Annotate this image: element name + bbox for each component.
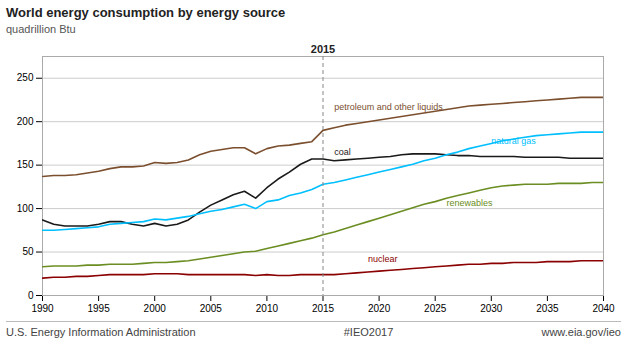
svg-text:200: 200 <box>17 116 34 127</box>
html-text:#IEO2017: #IEO2017 <box>343 326 394 338</box>
svg-text:2000: 2000 <box>144 303 167 314</box>
html-text:www.eia.gov/ieo: www.eia.gov/ieo <box>541 326 621 338</box>
svg-text:100: 100 <box>17 203 34 214</box>
svg-text:2005: 2005 <box>200 303 223 314</box>
svg-text:2040: 2040 <box>592 303 615 314</box>
svg-text:2015: 2015 <box>311 43 335 55</box>
html-text:quadrillion Btu: quadrillion Btu <box>6 23 76 35</box>
svg-text:2035: 2035 <box>536 303 559 314</box>
svg-text:nuclear: nuclear <box>368 254 398 264</box>
svg-text:coal: coal <box>334 147 351 157</box>
svg-text:2025: 2025 <box>424 303 447 314</box>
svg-text:2010: 2010 <box>256 303 279 314</box>
html-text:World energy consumption by en: World energy consumption by energy sourc… <box>6 5 286 20</box>
svg-text:50: 50 <box>22 246 34 257</box>
svg-text:natural gas: natural gas <box>491 136 536 146</box>
svg-text:2015: 2015 <box>312 303 335 314</box>
svg-text:2020: 2020 <box>368 303 391 314</box>
svg-text:1995: 1995 <box>87 303 110 314</box>
svg-text:renewables: renewables <box>446 198 493 208</box>
svg-text:1990: 1990 <box>31 303 54 314</box>
svg-text:petroleum and other liquids: petroleum and other liquids <box>334 102 443 112</box>
svg-text:250: 250 <box>17 72 34 83</box>
html-text:U.S. Energy Information Admini: U.S. Energy Information Administration <box>6 326 196 338</box>
svg-text:2030: 2030 <box>480 303 503 314</box>
svg-text:0: 0 <box>28 290 34 301</box>
svg-text:150: 150 <box>17 159 34 170</box>
